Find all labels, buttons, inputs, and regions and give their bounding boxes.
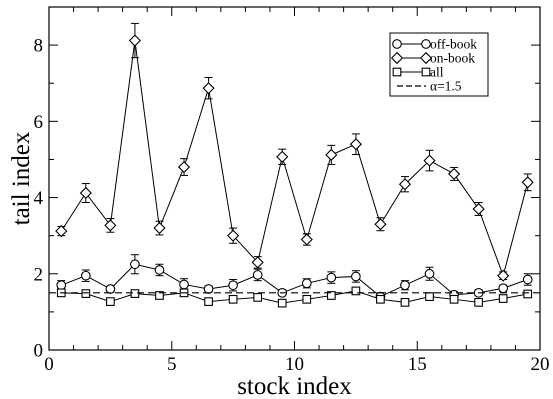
data-point-all (523, 289, 533, 299)
legend-marker-off-book (421, 39, 431, 49)
data-point-on-book (349, 138, 362, 151)
legend-marker-all (421, 67, 431, 77)
data-point-all (106, 297, 115, 306)
legend-marker-on-book (390, 51, 404, 65)
data-point-on-book (104, 219, 117, 232)
legend-label-off-book: off-book (430, 37, 477, 52)
data-point-on-book (325, 148, 338, 161)
data-point-off-book (424, 268, 435, 279)
data-point-all (302, 294, 312, 304)
legend-marker-on-book (419, 51, 433, 65)
y-tick-label: 4 (34, 188, 44, 209)
data-point-all (400, 298, 410, 307)
data-point-off-book (105, 284, 116, 294)
data-point-off-book (130, 259, 140, 270)
data-point-on-book (447, 167, 461, 181)
data-point-off-book (80, 270, 91, 281)
data-point-all (449, 294, 459, 304)
data-point-all (498, 294, 508, 303)
data-point-all (81, 289, 91, 298)
data-point-all (253, 293, 263, 302)
data-point-off-book (252, 270, 263, 280)
legend-label-on-book: on-book (430, 51, 475, 66)
data-point-off-book (179, 279, 189, 290)
data-point-on-book (153, 221, 166, 235)
data-point-off-book (203, 284, 214, 294)
data-point-on-book (202, 82, 215, 95)
data-point-on-book (497, 269, 510, 282)
data-point-on-book (472, 202, 485, 216)
data-point-all (155, 291, 164, 300)
x-tick-label: 0 (44, 354, 54, 375)
data-point-on-book (423, 154, 436, 167)
series-line-on-book (60, 40, 529, 278)
data-point-all (326, 291, 336, 300)
x-tick-label: 20 (531, 354, 550, 375)
axes: 0 5 10 15 20 0 2 4 6 8 (34, 6, 550, 375)
data-point-off-book (498, 283, 509, 294)
legend-marker-all (392, 67, 402, 77)
x-tick-label: 15 (408, 354, 427, 375)
x-axis-title: stock index (237, 373, 352, 399)
data-point-all (474, 298, 483, 307)
data-point-on-book (374, 218, 387, 231)
data-point-on-book (128, 34, 142, 47)
x-tick-label: 5 (167, 354, 177, 375)
legend-label--1-5: α=1.5 (430, 79, 462, 94)
data-point-all (204, 297, 213, 306)
data-point-off-book (326, 272, 337, 283)
data-point-all (425, 292, 434, 301)
data-point-on-book (55, 225, 68, 238)
y-axis-title: tail index (8, 131, 35, 225)
data-point-off-book (228, 280, 238, 291)
data-point-on-book (300, 233, 313, 246)
data-point-all (351, 286, 361, 296)
data-point-off-book (56, 280, 67, 291)
data-point-on-book (521, 176, 534, 189)
data-point-off-book (400, 280, 410, 291)
data-point-all (228, 294, 238, 304)
y-tick-label: 8 (34, 36, 44, 57)
data-point-off-book (351, 271, 361, 282)
data-point-on-book (79, 186, 92, 200)
legend-label-all: all (430, 65, 444, 80)
y-tick-label: 6 (34, 112, 44, 133)
data-point-on-book (251, 256, 264, 269)
y-tick-label: 0 (34, 341, 44, 362)
data-point-off-book (154, 265, 165, 275)
plot-area (49, 22, 540, 308)
data-point-off-book (301, 278, 312, 289)
x-tick-label: 10 (285, 354, 304, 375)
legend-marker-off-book (392, 39, 402, 49)
y-tick-label: 2 (34, 264, 44, 285)
data-point-on-book (276, 150, 289, 163)
data-point-all (376, 294, 385, 304)
data-point-on-book (398, 178, 412, 191)
data-point-all (277, 298, 287, 308)
data-point-all (130, 289, 140, 298)
data-point-on-book (177, 160, 191, 174)
data-point-on-book (227, 229, 240, 242)
data-point-off-book (522, 274, 533, 285)
